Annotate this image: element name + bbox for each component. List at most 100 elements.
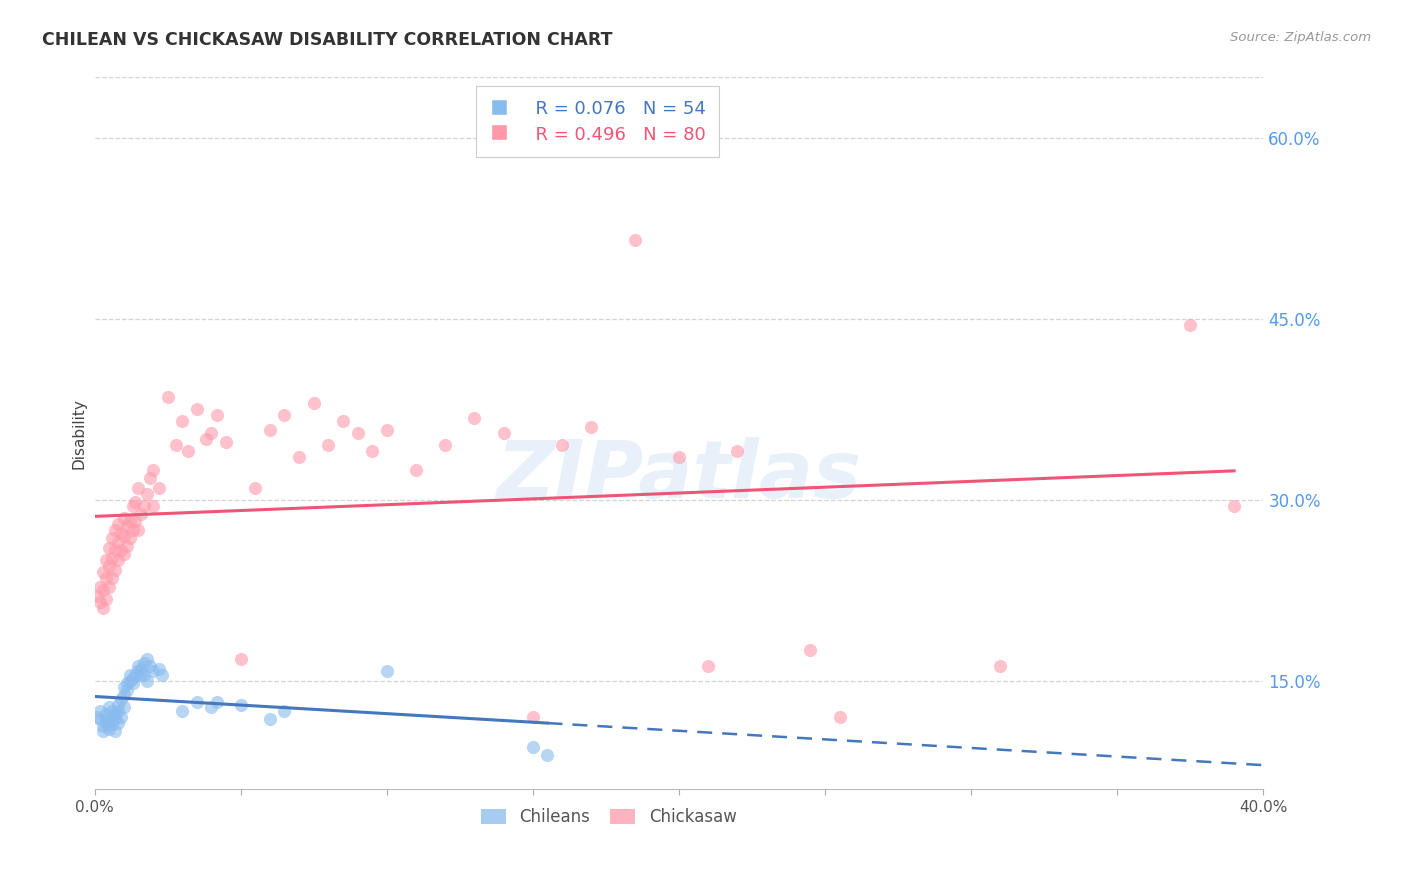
Point xyxy=(115,519,138,533)
Y-axis label: Disability: Disability xyxy=(72,398,86,469)
Point xyxy=(148,481,170,495)
Point xyxy=(156,390,179,404)
Point xyxy=(1180,318,1202,332)
Point xyxy=(124,667,146,681)
Point xyxy=(98,714,121,729)
Point xyxy=(624,233,647,247)
Point xyxy=(375,664,398,678)
Point xyxy=(112,700,135,714)
Point xyxy=(148,662,170,676)
Point xyxy=(131,667,153,681)
Point xyxy=(107,698,129,712)
Point xyxy=(107,516,129,531)
Point xyxy=(200,700,222,714)
Point xyxy=(104,543,127,558)
Point xyxy=(124,495,146,509)
Point xyxy=(131,662,153,676)
Point xyxy=(131,507,153,521)
Point xyxy=(96,715,118,730)
Point xyxy=(172,414,194,428)
Point xyxy=(697,659,720,673)
Point xyxy=(107,535,129,549)
Point xyxy=(118,667,141,681)
Text: ZIPatlas: ZIPatlas xyxy=(496,437,862,515)
Point xyxy=(1223,499,1246,513)
Point xyxy=(536,748,558,763)
Point xyxy=(194,433,217,447)
Point xyxy=(177,444,200,458)
Point xyxy=(101,717,124,731)
Point xyxy=(115,683,138,698)
Point xyxy=(346,426,368,441)
Point xyxy=(112,529,135,543)
Point xyxy=(273,704,295,718)
Point xyxy=(139,659,162,673)
Point xyxy=(110,691,132,706)
Point xyxy=(375,423,398,437)
Point xyxy=(112,688,135,702)
Point xyxy=(229,652,252,666)
Point xyxy=(89,595,111,609)
Point xyxy=(96,553,118,567)
Point xyxy=(134,499,156,513)
Point xyxy=(115,676,138,690)
Point xyxy=(91,601,114,615)
Point xyxy=(98,580,121,594)
Point xyxy=(136,652,159,666)
Point xyxy=(150,667,173,681)
Point xyxy=(259,712,281,726)
Point xyxy=(127,664,149,678)
Point xyxy=(91,724,114,739)
Point xyxy=(288,450,311,465)
Point xyxy=(551,438,574,452)
Point xyxy=(332,414,354,428)
Point xyxy=(118,531,141,545)
Point xyxy=(110,543,132,558)
Point xyxy=(136,673,159,688)
Point xyxy=(318,438,340,452)
Point xyxy=(142,664,165,678)
Point xyxy=(107,715,129,730)
Point xyxy=(134,667,156,681)
Point xyxy=(988,659,1011,673)
Point xyxy=(110,710,132,724)
Point xyxy=(98,722,121,736)
Point xyxy=(302,396,325,410)
Point xyxy=(91,719,114,733)
Text: Source: ZipAtlas.com: Source: ZipAtlas.com xyxy=(1230,31,1371,45)
Point xyxy=(127,659,149,673)
Point xyxy=(725,444,748,458)
Point xyxy=(89,712,111,726)
Point xyxy=(104,563,127,577)
Point xyxy=(115,539,138,553)
Point xyxy=(207,409,229,423)
Point xyxy=(828,710,851,724)
Point xyxy=(186,695,208,709)
Point xyxy=(463,410,485,425)
Point xyxy=(127,523,149,537)
Point xyxy=(101,704,124,718)
Point xyxy=(96,591,118,606)
Point xyxy=(101,571,124,585)
Point xyxy=(259,423,281,437)
Point xyxy=(98,700,121,714)
Point xyxy=(101,710,124,724)
Point xyxy=(121,671,143,685)
Point xyxy=(96,571,118,585)
Point xyxy=(124,515,146,529)
Point xyxy=(86,710,108,724)
Point xyxy=(668,450,690,465)
Point xyxy=(361,444,384,458)
Point xyxy=(89,704,111,718)
Point xyxy=(207,695,229,709)
Point xyxy=(215,434,238,449)
Point xyxy=(799,643,821,657)
Point xyxy=(522,739,544,754)
Point xyxy=(107,553,129,567)
Point xyxy=(134,656,156,670)
Point xyxy=(139,471,162,485)
Point xyxy=(112,547,135,561)
Point xyxy=(121,499,143,513)
Point xyxy=(245,481,267,495)
Point xyxy=(142,462,165,476)
